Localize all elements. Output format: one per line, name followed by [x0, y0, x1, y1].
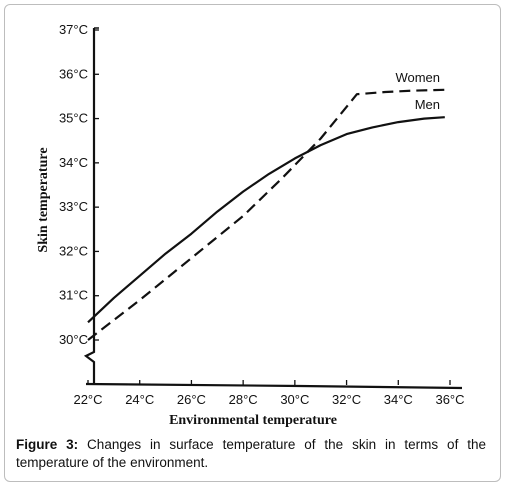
y-axis-line: [83, 28, 96, 385]
y-tick-label: 36°C: [59, 66, 88, 81]
y-tick-label: 34°C: [59, 155, 88, 170]
x-tick-label: 22°C: [73, 392, 102, 407]
x-axis-line: [85, 382, 463, 390]
caption-label: Figure 3:: [16, 437, 79, 452]
y-tick-label: 30°C: [59, 332, 88, 347]
figure-caption: Figure 3: Changes in surface temperature…: [16, 436, 486, 472]
series-line-men: [87, 116, 445, 324]
x-tick-label: 34°C: [384, 392, 413, 407]
x-tick-label: 36°C: [435, 392, 464, 407]
y-tick-label: 37°C: [59, 22, 88, 37]
y-tick-label: 33°C: [59, 199, 88, 214]
x-tick-label: 28°C: [229, 392, 258, 407]
figure-frame: [4, 4, 501, 482]
x-tick-label: 30°C: [280, 392, 309, 407]
axes: [83, 27, 463, 390]
series-group: [87, 88, 445, 341]
y-tick-label: 31°C: [59, 288, 88, 303]
y-tick-label: 35°C: [59, 111, 88, 126]
x-tick-label: 26°C: [177, 392, 206, 407]
series-line-women: [87, 88, 445, 341]
legend: Women Men: [395, 70, 440, 112]
x-axis-title: Environmental temperature: [169, 413, 337, 428]
x-tick-label: 24°C: [125, 392, 154, 407]
caption-text: Changes in surface temperature of the sk…: [16, 437, 486, 470]
legend-label-men: Men: [415, 97, 440, 112]
x-tick-label: 32°C: [332, 392, 361, 407]
y-axis-title: Skin temperature: [36, 147, 51, 252]
legend-label-women: Women: [395, 70, 440, 85]
chart: 30°C 31°C 32°C 33°C 34°C 35°C 36°C 37°C 22°C 24°C…: [36, 22, 465, 428]
y-tick-label: 32°C: [59, 243, 88, 258]
ticks: 30°C 31°C 32°C 33°C 34°C 35°C 36°C 37°C 22°C 24°C…: [59, 22, 465, 407]
